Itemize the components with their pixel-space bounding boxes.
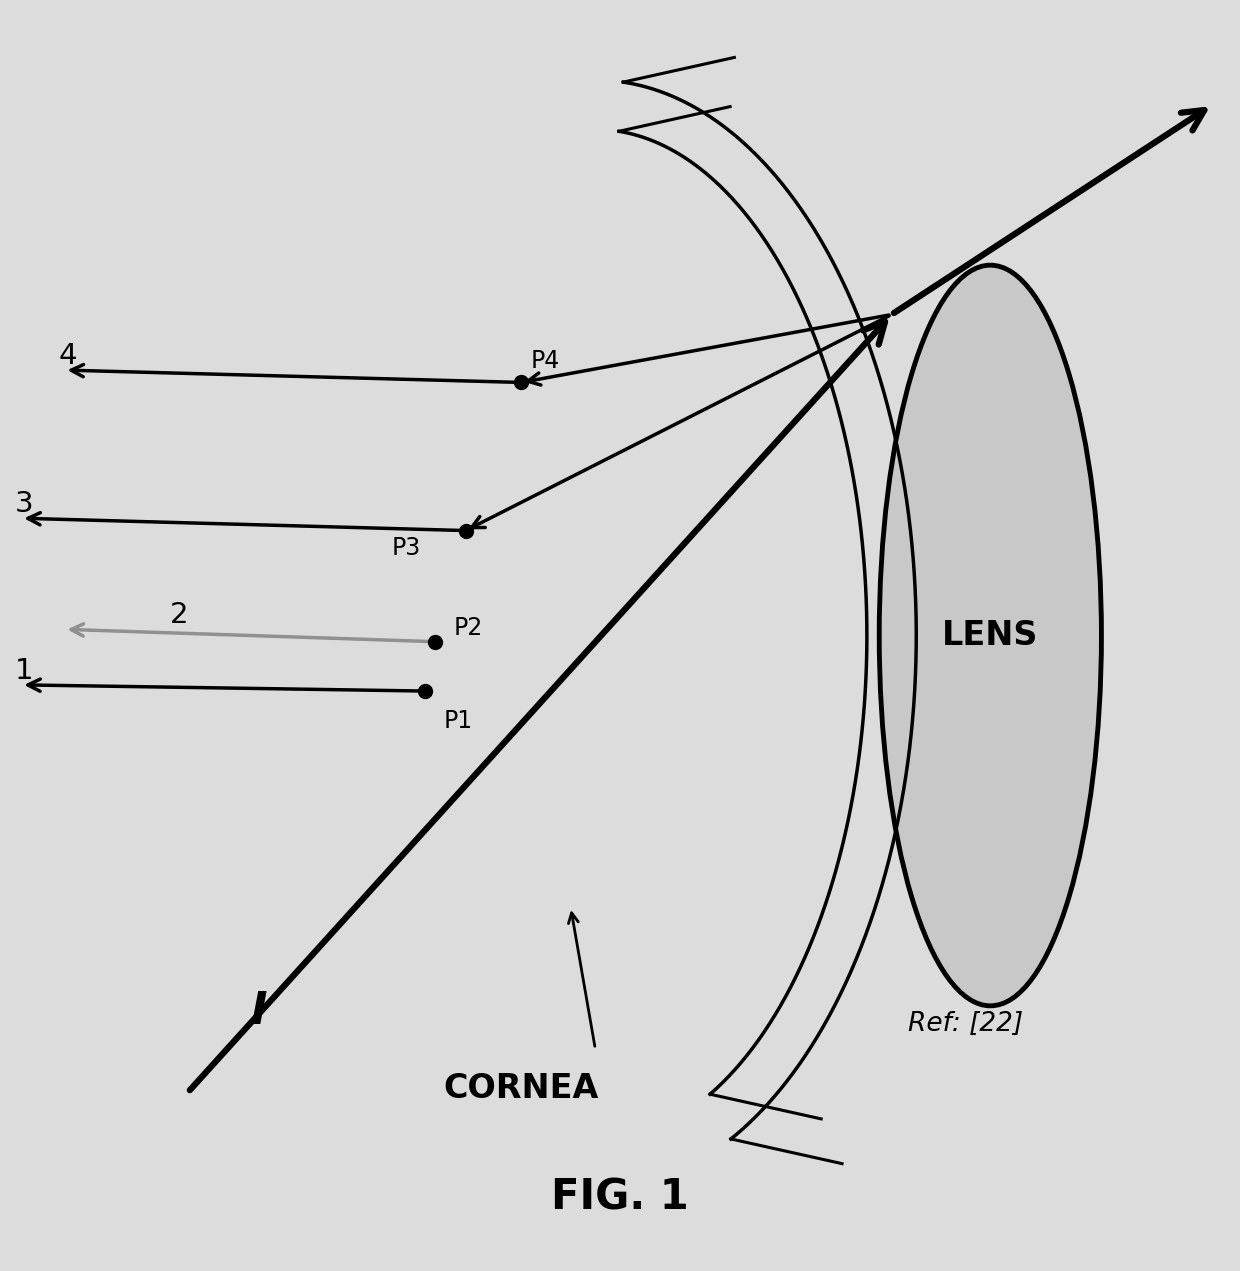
- Text: P3: P3: [392, 536, 420, 561]
- Text: LENS: LENS: [942, 619, 1039, 652]
- Text: P4: P4: [531, 348, 560, 372]
- Text: Ref: [22]: Ref: [22]: [908, 1010, 1023, 1037]
- Text: CORNEA: CORNEA: [444, 1073, 599, 1106]
- Text: P1: P1: [444, 709, 472, 733]
- Text: 4: 4: [58, 342, 77, 370]
- Text: P2: P2: [454, 616, 482, 641]
- Text: 3: 3: [15, 491, 33, 519]
- Text: I: I: [249, 990, 267, 1033]
- Ellipse shape: [879, 266, 1101, 1005]
- Text: 1: 1: [15, 657, 33, 685]
- Text: 2: 2: [170, 601, 188, 629]
- Text: FIG. 1: FIG. 1: [551, 1177, 689, 1219]
